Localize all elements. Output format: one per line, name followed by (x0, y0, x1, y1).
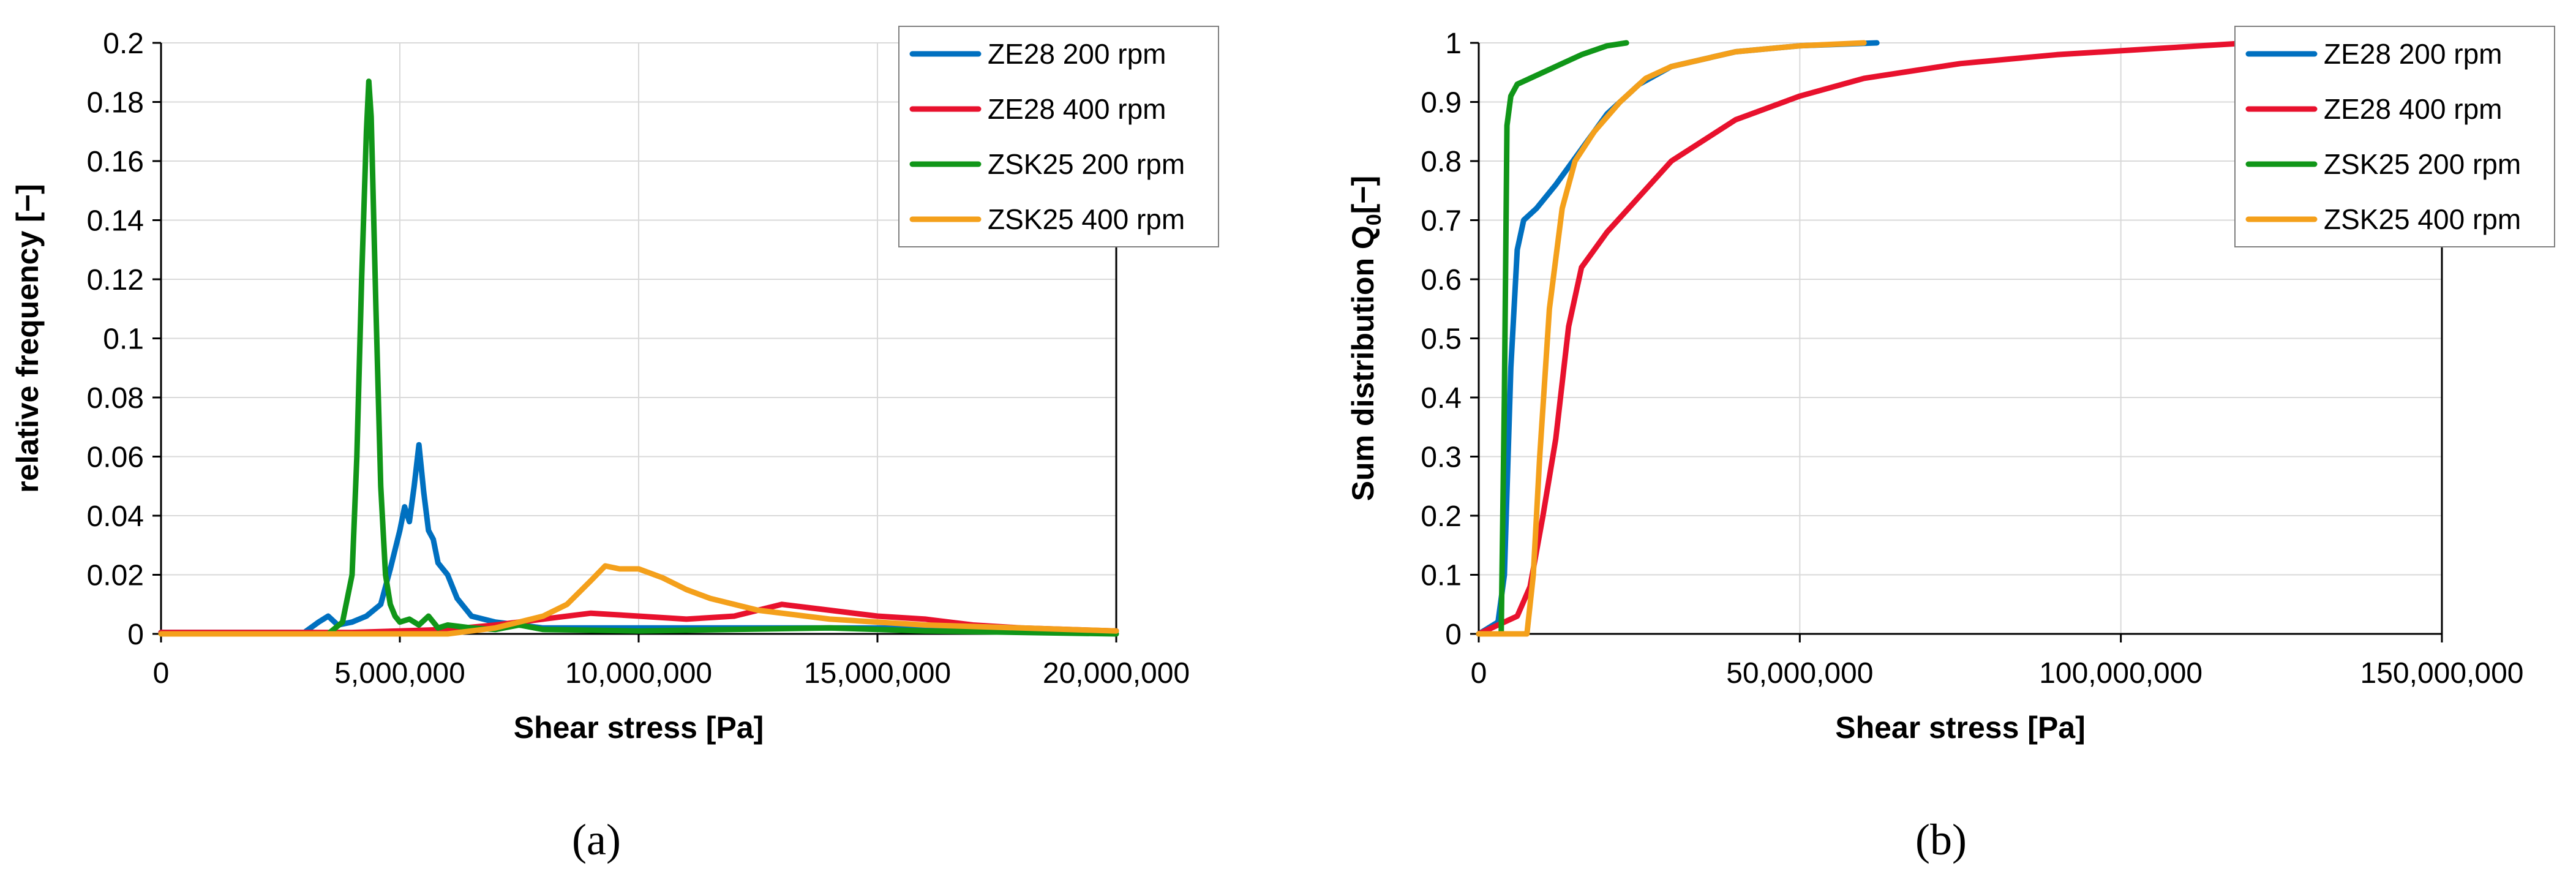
y-tick-label: 0.12 (87, 264, 144, 296)
series-line-zsk25-200-rpm (158, 78, 1119, 637)
y-axis-title: relative frequency [−] (10, 184, 45, 492)
y-axis-title-subscript: 0 (1362, 214, 1386, 225)
x-tick-label: 100,000,000 (2039, 657, 2202, 690)
y-tick-label: 0.6 (1421, 264, 1462, 296)
x-tick-label: 0 (1471, 657, 1487, 690)
y-tick-label: 0 (1445, 619, 1462, 651)
y-tick-label: 0.3 (1421, 442, 1462, 474)
legend-entry: ZE28 400 rpm (988, 93, 1166, 125)
y-tick-label: 0.2 (103, 28, 144, 60)
series-line-zsk25-400-rpm (1476, 40, 1867, 637)
legend-entry: ZSK25 200 rpm (2324, 148, 2521, 180)
x-tick-label: 50,000,000 (1726, 657, 1873, 690)
legend: ZE28 200 rpm ZE28 400 rpm ZSK25 200 rpm ZSK… (898, 26, 1219, 247)
panel-b-chart: 0 0.1 0.2 0.3 0.4 0.5 0.6 0.7 0.8 0.9 1 0 50,000,000… (1346, 26, 2555, 864)
panel-label: (a) (572, 815, 621, 864)
y-tick-label: 0 (127, 619, 144, 651)
x-axis-title: Shear stress [Pa] (1835, 710, 2086, 745)
y-tick-label: 0.1 (1421, 560, 1462, 592)
y-tick-label: 0.18 (87, 87, 144, 119)
legend-entry: ZE28 200 rpm (2324, 38, 2502, 70)
y-tick-label: 0.2 (1421, 500, 1462, 533)
y-tick-label: 0.7 (1421, 205, 1462, 238)
y-axis-title: Sum distribution Q0[−] (1346, 176, 1386, 501)
y-axis-title-text: Sum distribution Q (1346, 225, 1380, 501)
x-tick-label: 20,000,000 (1043, 657, 1190, 690)
y-tick-label: 0.9 (1421, 87, 1462, 119)
x-tick-label: 15,000,000 (804, 657, 951, 690)
legend-box (898, 26, 1219, 247)
legend-entry: ZSK25 400 rpm (988, 203, 1185, 235)
legend-entry: ZE28 200 rpm (988, 38, 1166, 70)
y-tick-label: 0.02 (87, 560, 144, 592)
legend-box (2234, 26, 2555, 247)
legend-entry: ZSK25 400 rpm (2324, 203, 2521, 235)
x-tick-label: 5,000,000 (334, 657, 465, 690)
series-line-zsk25-200-rpm (1476, 40, 1629, 637)
legend: ZE28 200 rpm ZE28 400 rpm ZSK25 200 rpm ZSK… (2234, 26, 2555, 247)
y-tick-label: 0.06 (87, 442, 144, 474)
y-tick-label: 1 (1445, 28, 1462, 60)
x-tick-label: 150,000,000 (2360, 657, 2524, 690)
y-tick-label: 0.4 (1421, 382, 1462, 415)
panel-label: (b) (1915, 815, 1967, 864)
legend-entry: ZE28 400 rpm (2324, 93, 2502, 125)
y-tick-label: 0.8 (1421, 146, 1462, 178)
panel-a-chart: 0 0.02 0.04 0.06 0.08 0.1 0.12 0.14 0.16 0.18 0.2 0… (10, 26, 1219, 864)
y-tick-label: 0.08 (87, 382, 144, 415)
y-tick-label: 0.14 (87, 205, 144, 238)
x-axis-title: Shear stress [Pa] (514, 710, 764, 745)
y-tick-label: 0.1 (103, 323, 144, 356)
y-axis-title-text: relative frequency [−] (10, 184, 45, 492)
series-line-zsk25-400-rpm (158, 563, 1119, 637)
y-axis-title-suffix: [−] (1346, 176, 1380, 214)
x-tick-label: 10,000,000 (565, 657, 712, 690)
x-tick-label: 0 (153, 657, 170, 690)
y-tick-label: 0.04 (87, 500, 144, 533)
y-tick-label: 0.16 (87, 146, 144, 178)
y-tick-label: 0.5 (1421, 323, 1462, 356)
series-line-ze28-400-rpm (1476, 40, 2252, 637)
legend-entry: ZSK25 200 rpm (988, 148, 1185, 180)
